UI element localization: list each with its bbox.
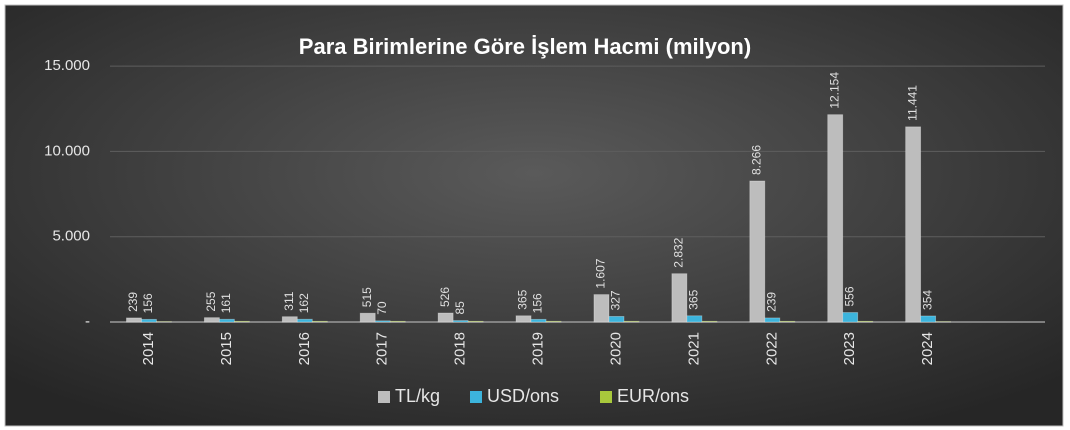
legend-swatch <box>470 391 482 403</box>
bar <box>842 312 859 323</box>
chart-title: Para Birimlerine Göre İşlem Hacmi (milyo… <box>299 34 751 59</box>
y-tick-label: - <box>85 313 90 330</box>
data-label: 311 <box>282 291 296 310</box>
y-tick-label: 5.000 <box>52 228 90 245</box>
x-tick-label: 2020 <box>607 332 624 365</box>
data-label: 239 <box>764 292 778 312</box>
x-tick-label: 2021 <box>685 332 702 365</box>
bar <box>593 294 610 323</box>
bar <box>389 320 406 323</box>
bar <box>779 320 796 323</box>
x-tick-label: 2014 <box>140 332 157 365</box>
data-label: 1.607 <box>594 258 608 288</box>
data-label: 327 <box>609 290 623 310</box>
bar <box>311 320 328 323</box>
legend-swatch <box>600 391 612 403</box>
data-label: 354 <box>920 290 934 310</box>
bar <box>126 317 142 323</box>
x-tick-label: 2016 <box>296 332 313 365</box>
bar <box>920 315 937 323</box>
bar <box>530 318 547 323</box>
bar <box>623 320 640 323</box>
data-label: 70 <box>375 301 389 315</box>
bar <box>686 315 703 323</box>
data-label: 255 <box>204 291 218 311</box>
bar <box>749 180 766 323</box>
legend-label: TL/kg <box>395 386 440 406</box>
data-label: 12.154 <box>827 72 841 109</box>
data-label: 11.441 <box>905 85 919 121</box>
bar <box>452 320 469 323</box>
bar <box>467 320 484 323</box>
legend-swatch <box>378 391 390 403</box>
bar <box>437 312 454 323</box>
y-tick-label: 10.000 <box>44 142 90 159</box>
data-label: 8.266 <box>749 145 763 175</box>
bar <box>671 273 688 323</box>
legend-label: EUR/ons <box>617 386 689 406</box>
data-label: 515 <box>360 287 374 307</box>
bar <box>281 316 298 323</box>
x-tick-label: 2023 <box>841 332 858 365</box>
y-tick-label: 15.000 <box>44 57 90 74</box>
x-tick-label: 2022 <box>763 332 780 365</box>
bar <box>608 316 625 323</box>
x-tick-label: 2018 <box>452 332 469 365</box>
bar <box>827 114 844 323</box>
bar <box>857 320 874 323</box>
data-label: 2.832 <box>672 237 686 267</box>
chart-background <box>4 4 1064 427</box>
x-tick-label: 2017 <box>374 332 391 365</box>
data-label: 239 <box>126 292 140 312</box>
bar <box>203 317 220 323</box>
data-label: 556 <box>842 286 856 306</box>
data-label: 365 <box>687 289 701 309</box>
bar <box>515 315 532 323</box>
data-label: 85 <box>453 301 467 315</box>
x-tick-label: 2024 <box>919 332 936 365</box>
data-label: 162 <box>297 293 311 313</box>
bar <box>764 317 781 323</box>
x-tick-label: 2019 <box>530 332 547 365</box>
bar <box>218 318 235 323</box>
data-label: 365 <box>516 289 530 309</box>
bar <box>905 126 922 323</box>
bar <box>374 320 391 323</box>
data-label: 156 <box>141 293 155 313</box>
bar <box>545 320 562 323</box>
bar <box>701 320 718 323</box>
data-label: 526 <box>438 287 452 307</box>
bar <box>296 318 313 323</box>
legend-label: USD/ons <box>487 386 559 406</box>
bar <box>359 312 376 323</box>
bar <box>141 318 157 323</box>
x-tick-label: 2015 <box>218 332 235 365</box>
bar <box>233 320 250 323</box>
data-label: 156 <box>531 293 545 313</box>
data-label: 161 <box>219 293 233 313</box>
